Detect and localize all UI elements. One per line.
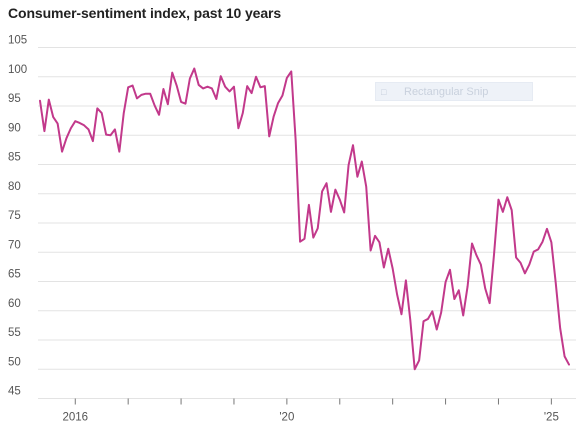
y-tick-label: 85: [8, 152, 21, 164]
y-tick-label: 50: [8, 356, 21, 368]
y-tick-label: 90: [8, 122, 21, 134]
chart-title: Consumer-sentiment index, past 10 years: [8, 5, 282, 21]
y-tick-label: 60: [8, 298, 21, 310]
x-tick-label: 2016: [62, 412, 88, 424]
grid-lines: [38, 47, 576, 399]
y-tick-label: 95: [8, 93, 21, 105]
y-tick-label: 70: [8, 239, 21, 251]
y-tick-label: 55: [8, 327, 21, 339]
x-tick-label: '20: [279, 412, 294, 424]
rectangular-snip-overlay[interactable]: □ Rectangular Snip: [375, 82, 533, 101]
y-tick-label: 65: [8, 269, 21, 281]
y-tick-label: 45: [8, 386, 21, 398]
y-tick-label: 100: [8, 64, 27, 76]
y-tick-label: 75: [8, 210, 21, 222]
y-tick-label: 105: [8, 35, 27, 47]
x-tick-label: '25: [544, 412, 559, 424]
series-line: [39, 67, 570, 371]
snip-label: Rectangular Snip: [404, 86, 489, 98]
snip-icon: □: [381, 87, 387, 97]
y-tick-label: 80: [8, 181, 21, 193]
y-axis-ticks: 45 50 55 60 65 70 75 80 85 90 95 100 105: [8, 35, 27, 398]
x-axis-ticks: 2016 '20 '25: [62, 398, 559, 424]
